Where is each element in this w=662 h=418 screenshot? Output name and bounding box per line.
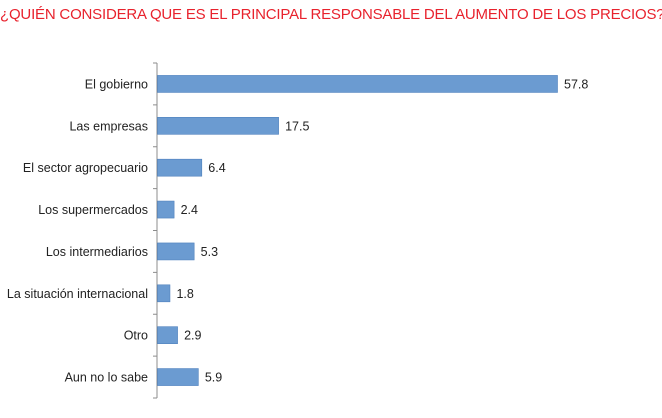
value-label: 57.8 [564,77,588,91]
value-label: 6.4 [208,161,225,175]
chart-title: ¿QUIÉN CONSIDERA QUE ES EL PRINCIPAL RES… [0,6,662,23]
category-label: El sector agropecuario [23,161,148,175]
bar [157,200,175,219]
axis-group [153,62,158,399]
category-label: Los supermercados [38,203,148,217]
value-label: 2.4 [181,203,198,217]
category-label: Otro [124,329,148,343]
value-label: 2.9 [184,329,201,343]
category-label: La situación internacional [7,287,148,301]
category-label: El gobierno [85,77,148,91]
bar [157,158,203,177]
bar [157,284,171,303]
category-label: Aun no lo sabe [65,371,148,385]
bar [157,242,195,261]
value-label: 1.8 [176,287,193,301]
bar [157,368,199,386]
value-label: 5.3 [201,245,218,259]
category-label: Las empresas [69,119,148,133]
bars-group [157,75,558,386]
value-label: 17.5 [285,119,309,133]
value-label: 5.9 [205,371,222,385]
bar [157,326,178,344]
bar [157,75,558,93]
labels-group: El gobierno 57.8 Las empresas 17.5 El sector… [7,77,588,384]
category-label: Los intermediarios [46,245,148,259]
bar [157,117,279,135]
